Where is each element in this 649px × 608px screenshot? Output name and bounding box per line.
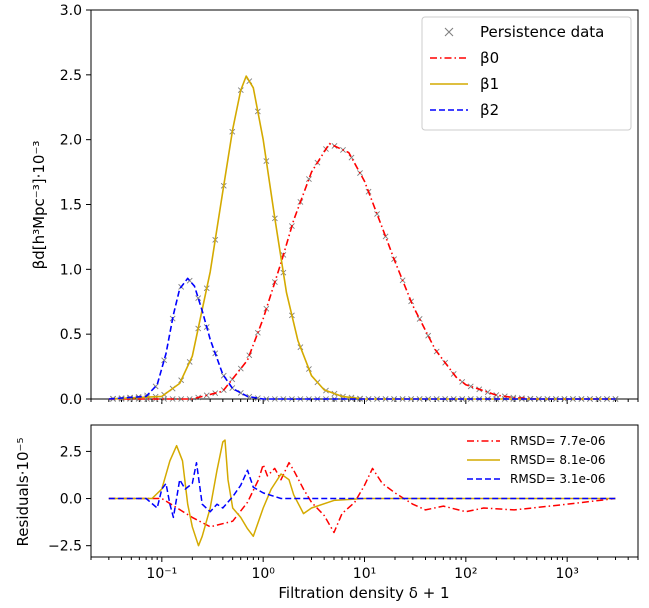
x-tick-label: 10⁻¹	[146, 566, 177, 582]
top-y-tick-label: 1.0	[60, 262, 82, 278]
persistence-data-marker	[178, 396, 185, 402]
top-y-tick-label: 2.0	[60, 133, 82, 149]
residual-legend-label: RMSD= 7.7e-06	[510, 434, 605, 448]
legend-label: β1	[480, 75, 499, 93]
bottom-y-axis-label: Residuals·10⁻⁵	[14, 438, 32, 547]
x-tick-label: 10²	[454, 566, 477, 582]
x-axis-label: Filtration density δ + 1	[278, 584, 449, 602]
bottom-y-tick-label: 0.0	[60, 492, 82, 508]
series-line-2	[108, 277, 616, 400]
persistence-data-marker	[263, 396, 270, 402]
top-y-tick-label: 3.0	[60, 3, 82, 19]
bottom-y-tick-label: 2.5	[60, 444, 82, 460]
bottom-panel: −2.5 0.0 2.5 10⁻¹ 10⁰ 10¹ 10² 10³ Residuals·10⁻…	[14, 424, 639, 602]
legend-label: β2	[480, 101, 499, 119]
top-y-tick-label: 2.5	[60, 68, 82, 84]
legend-marker	[444, 27, 454, 37]
top-y-axis-label: βd[h³Mpc⁻³]·10⁻³	[30, 141, 48, 270]
top-y-tick-label: 0.0	[60, 392, 82, 408]
persistence-data-marker	[612, 396, 619, 402]
legend-label: β0	[480, 49, 499, 67]
top-y-tick-label: 0.5	[60, 327, 82, 343]
top-panel: 0.0 0.5 1.0 1.5 2.0 2.5 3.0 βd[h³Mpc⁻³]·10⁻³ P…	[30, 3, 639, 408]
top-legend: Persistence data β0 β1 β2	[421, 16, 632, 131]
persistence-data-marker	[382, 233, 389, 240]
persistence-data-marker	[195, 295, 202, 302]
residual-legend-label: RMSD= 3.1e-06	[510, 472, 605, 486]
persistence-data-marker	[306, 176, 312, 182]
residual-line-0	[108, 461, 616, 534]
top-ticks: 0.0 0.5 1.0 1.5 2.0 2.5 3.0	[60, 3, 639, 408]
top-y-tick-label: 1.5	[60, 198, 82, 214]
x-tick-label: 10¹	[353, 566, 376, 582]
persistence-data-marker	[161, 396, 168, 402]
persistence-data-marker	[254, 329, 261, 336]
series-line-1	[108, 75, 616, 400]
x-tick-label: 10³	[555, 566, 578, 582]
persistence-data-marker	[254, 395, 261, 402]
persistence-data-marker	[374, 211, 380, 217]
residual-line-2	[108, 461, 616, 519]
persistence-data-marker	[186, 396, 193, 402]
top-legend-box	[421, 16, 632, 131]
x-tick-label: 10⁰	[251, 566, 275, 582]
bottom-series	[108, 439, 616, 547]
persistence-data-marker	[161, 357, 168, 364]
bottom-y-tick-label: −2.5	[48, 539, 82, 555]
residual-legend-label: RMSD= 8.1e-06	[510, 453, 605, 467]
persistence-data-marker	[484, 389, 491, 396]
persistence-data-marker	[416, 316, 423, 322]
series-line-0	[108, 142, 616, 400]
persistence-data-marker	[467, 383, 474, 390]
top-series	[108, 75, 619, 402]
persistence-data-marker	[246, 393, 253, 400]
bottom-legend: RMSD= 7.7e-06 RMSD= 8.1e-06 RMSD= 3.1e-06	[467, 434, 605, 486]
bottom-ticks: −2.5 0.0 2.5 10⁻¹ 10⁰ 10¹ 10² 10³	[48, 444, 639, 582]
legend-label: Persistence data	[480, 23, 604, 41]
residual-line-1	[108, 439, 616, 547]
